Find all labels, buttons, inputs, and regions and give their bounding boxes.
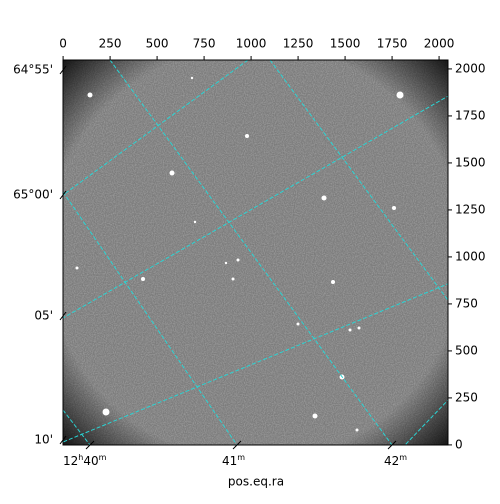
frame bbox=[62, 59, 449, 446]
x-tick-label: 0 bbox=[59, 37, 67, 51]
y-tick-label: 750 bbox=[455, 296, 478, 310]
dec-tick bbox=[59, 435, 67, 445]
ra-label-part: m bbox=[237, 453, 245, 462]
y-tick-label: 250 bbox=[455, 390, 478, 404]
y-tick-label: 1000 bbox=[455, 249, 486, 263]
sky-image bbox=[63, 60, 448, 445]
ra-label: 12h40m bbox=[63, 453, 107, 468]
ra-label-part: 12 bbox=[63, 454, 78, 468]
y-tick-label: 1250 bbox=[455, 202, 486, 216]
x-tick-label: 1500 bbox=[330, 37, 361, 51]
x-tick-label: 2000 bbox=[424, 37, 455, 51]
dec-tick bbox=[59, 190, 67, 200]
dec-tick bbox=[59, 65, 67, 75]
y-tick-label: 1500 bbox=[455, 155, 486, 169]
x-tick-label: 250 bbox=[99, 37, 122, 51]
dec-label: 64°55' bbox=[13, 63, 53, 77]
x-tick-label: 1000 bbox=[236, 37, 267, 51]
ra-label-part: 40 bbox=[83, 454, 98, 468]
x-axis-label: pos.eq.ra bbox=[228, 475, 284, 489]
ra-label-part: 42 bbox=[384, 454, 399, 468]
y-tick-label: 1750 bbox=[455, 108, 486, 122]
dec-label: 05' bbox=[34, 309, 53, 323]
x-tick-label: 750 bbox=[193, 37, 216, 51]
ra-label: 41m bbox=[222, 453, 245, 468]
x-tick-label: 500 bbox=[146, 37, 169, 51]
ra-label-part: 41 bbox=[222, 454, 237, 468]
ra-tick bbox=[85, 440, 95, 450]
dec-label: 10' bbox=[34, 433, 53, 447]
ra-label-part: h bbox=[78, 453, 83, 462]
ra-tick bbox=[387, 440, 397, 450]
x-tick-label: 1750 bbox=[377, 37, 408, 51]
ra-label-part: m bbox=[399, 453, 407, 462]
coordinate-grid bbox=[63, 60, 448, 445]
x-tick-label: 1250 bbox=[283, 37, 314, 51]
y-tick-label: 2000 bbox=[455, 61, 486, 75]
ra-label: 42m bbox=[384, 453, 407, 468]
y-tick-label: 500 bbox=[455, 343, 478, 357]
ra-tick bbox=[232, 440, 242, 450]
ra-label-part: m bbox=[99, 453, 107, 462]
dec-label: 65°00' bbox=[13, 188, 53, 202]
dec-tick bbox=[59, 311, 67, 321]
y-tick-label: 0 bbox=[455, 437, 463, 451]
